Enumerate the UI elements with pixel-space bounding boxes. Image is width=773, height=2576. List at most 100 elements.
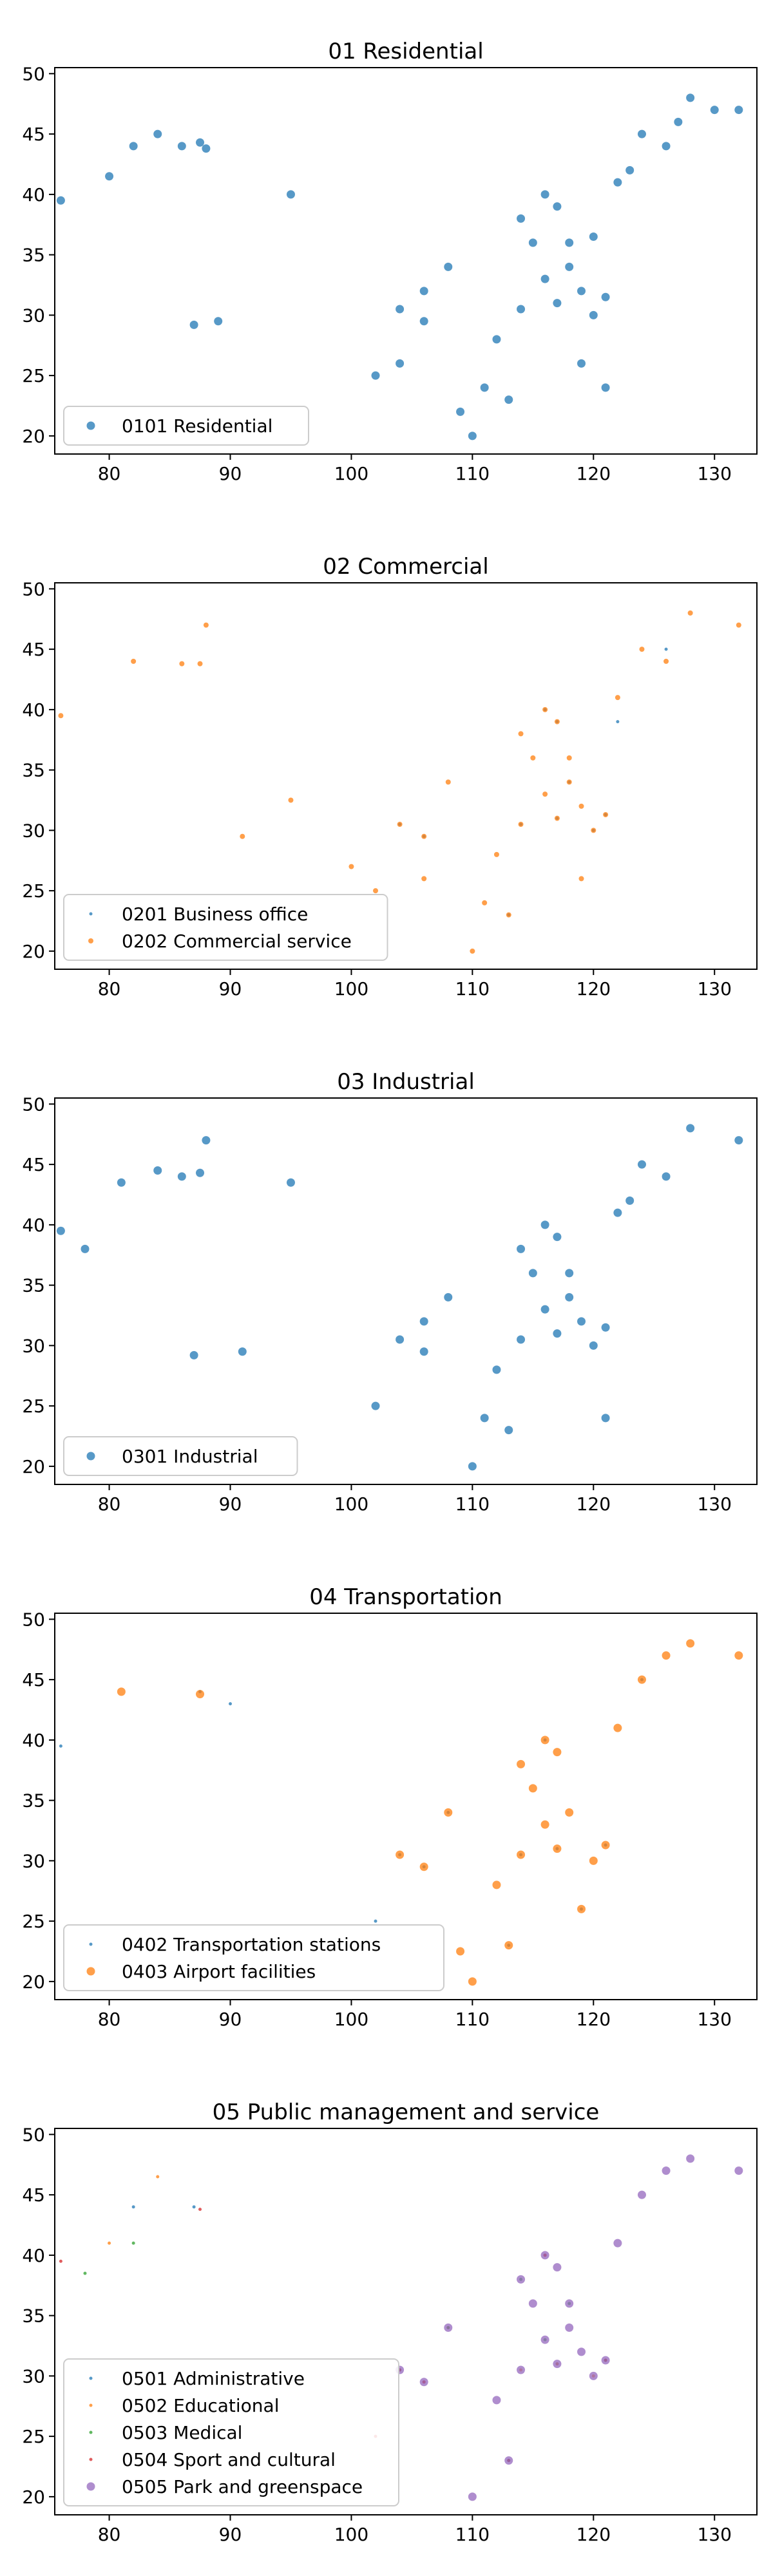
data-point: [517, 1335, 526, 1344]
legend-marker: [88, 938, 93, 943]
y-tick-label: 50: [22, 2124, 45, 2145]
legend-label: 0202 Commercial service: [122, 931, 352, 952]
y-tick-label: 50: [22, 1094, 45, 1115]
x-tick-label: 100: [334, 2009, 368, 2030]
data-point: [540, 190, 549, 199]
data-point: [553, 1329, 562, 1338]
y-tick-label: 45: [22, 1669, 45, 1690]
series-1: [59, 1678, 644, 1947]
chart-3: 03 Industrial 80 90 100 110 120 130 20 25 30 35 40 4…: [22, 1069, 758, 1515]
chart-title: 01 Residential: [328, 39, 483, 64]
x-tick-label: 80: [98, 978, 121, 999]
data-point: [517, 2365, 526, 2374]
legend: 0301 Industrial: [63, 1436, 298, 1476]
data-point: [553, 1748, 562, 1757]
legend-label: 0501 Administrative: [122, 2368, 305, 2389]
y-tick-label: 20: [22, 426, 45, 447]
plot-area: [56, 1124, 743, 1471]
data-point: [517, 1850, 526, 1859]
legend-label: 0503 Medical: [122, 2422, 242, 2443]
legend-frame: [63, 406, 309, 446]
data-point: [517, 1244, 526, 1253]
x-tick-label: 110: [455, 2009, 490, 2030]
data-point: [565, 1269, 574, 1278]
x-tick-label: 130: [697, 1493, 731, 1515]
y-tick-label: 35: [22, 1275, 45, 1296]
data-point: [686, 1639, 695, 1648]
data-point: [286, 1178, 295, 1187]
data-point: [554, 815, 560, 821]
data-point: [153, 129, 162, 138]
y-tick-label: 45: [22, 2184, 45, 2206]
chart-title: 03 Industrial: [337, 1069, 475, 1095]
data-point: [348, 864, 354, 869]
plot-area: [56, 93, 743, 440]
x-tick-label: 80: [98, 2009, 121, 2030]
data-point: [613, 178, 622, 187]
data-point: [734, 2166, 743, 2175]
legend-marker: [89, 2376, 93, 2380]
data-point: [421, 876, 427, 882]
x-tick-label: 100: [334, 2524, 368, 2545]
data-point: [540, 274, 549, 283]
x-tick-label: 110: [455, 2524, 490, 2545]
legend: 0201 Business office 0202 Commercial serv…: [63, 894, 388, 961]
series-2: [117, 1639, 743, 1986]
legend-marker: [89, 912, 93, 916]
x-tick-label: 90: [219, 978, 242, 999]
data-point: [56, 1226, 65, 1235]
data-point: [445, 779, 451, 785]
data-point: [565, 262, 574, 271]
axes-frame: [54, 1097, 758, 1485]
y-tick-label: 20: [22, 1456, 45, 1477]
legend-label: 0402 Transportation stations: [122, 1934, 381, 1955]
plot-area: [59, 1639, 743, 1986]
data-point: [179, 661, 185, 667]
x-tick-label: 120: [577, 463, 611, 484]
data-point: [530, 755, 536, 761]
data-point: [468, 1462, 477, 1471]
data-point: [577, 1904, 586, 1913]
y-tick-label: 30: [22, 1335, 45, 1356]
data-point: [456, 1947, 465, 1956]
y-tick-label: 40: [22, 1730, 45, 1751]
y-tick-label: 30: [22, 305, 45, 326]
data-point: [662, 1172, 671, 1181]
chart-title: 02 Commercial: [323, 554, 488, 580]
x-tick-label: 80: [98, 1493, 121, 1515]
data-point: [131, 2205, 135, 2209]
series-1: [56, 1124, 743, 1471]
x-tick-label: 130: [697, 463, 731, 484]
data-point: [528, 238, 537, 247]
data-point: [662, 2166, 671, 2175]
data-point: [578, 803, 584, 809]
chart-1: 01 Residential 80 90 100 110 120 130 20 25 30 35 40…: [22, 39, 758, 484]
data-point: [734, 1651, 743, 1660]
data-point: [553, 1233, 562, 1242]
legend-marker: [86, 1967, 95, 1976]
chart-title: 05 Public management and service: [213, 2099, 600, 2125]
data-point: [129, 142, 138, 151]
x-tick-label: 130: [697, 2524, 731, 2545]
data-point: [396, 1850, 405, 1859]
y-tick-label: 20: [22, 941, 45, 962]
data-point: [663, 658, 669, 664]
data-point: [710, 106, 719, 115]
legend-marker: [86, 1452, 95, 1461]
data-point: [492, 1365, 501, 1374]
y-tick-label: 50: [22, 1609, 45, 1630]
data-point: [589, 2371, 598, 2380]
legend-label: 0504 Sport and cultural: [122, 2449, 336, 2470]
data-point: [504, 2456, 513, 2465]
data-point: [396, 1335, 405, 1344]
data-point: [196, 138, 205, 147]
x-tick-label: 100: [334, 978, 368, 999]
x-tick-label: 120: [577, 2009, 611, 2030]
data-point: [468, 2492, 477, 2501]
data-point: [734, 1136, 743, 1145]
data-point: [565, 1293, 574, 1302]
y-tick-label: 35: [22, 2306, 45, 2327]
data-point: [117, 1687, 126, 1696]
data-point: [480, 1414, 489, 1423]
data-point: [540, 1305, 549, 1314]
